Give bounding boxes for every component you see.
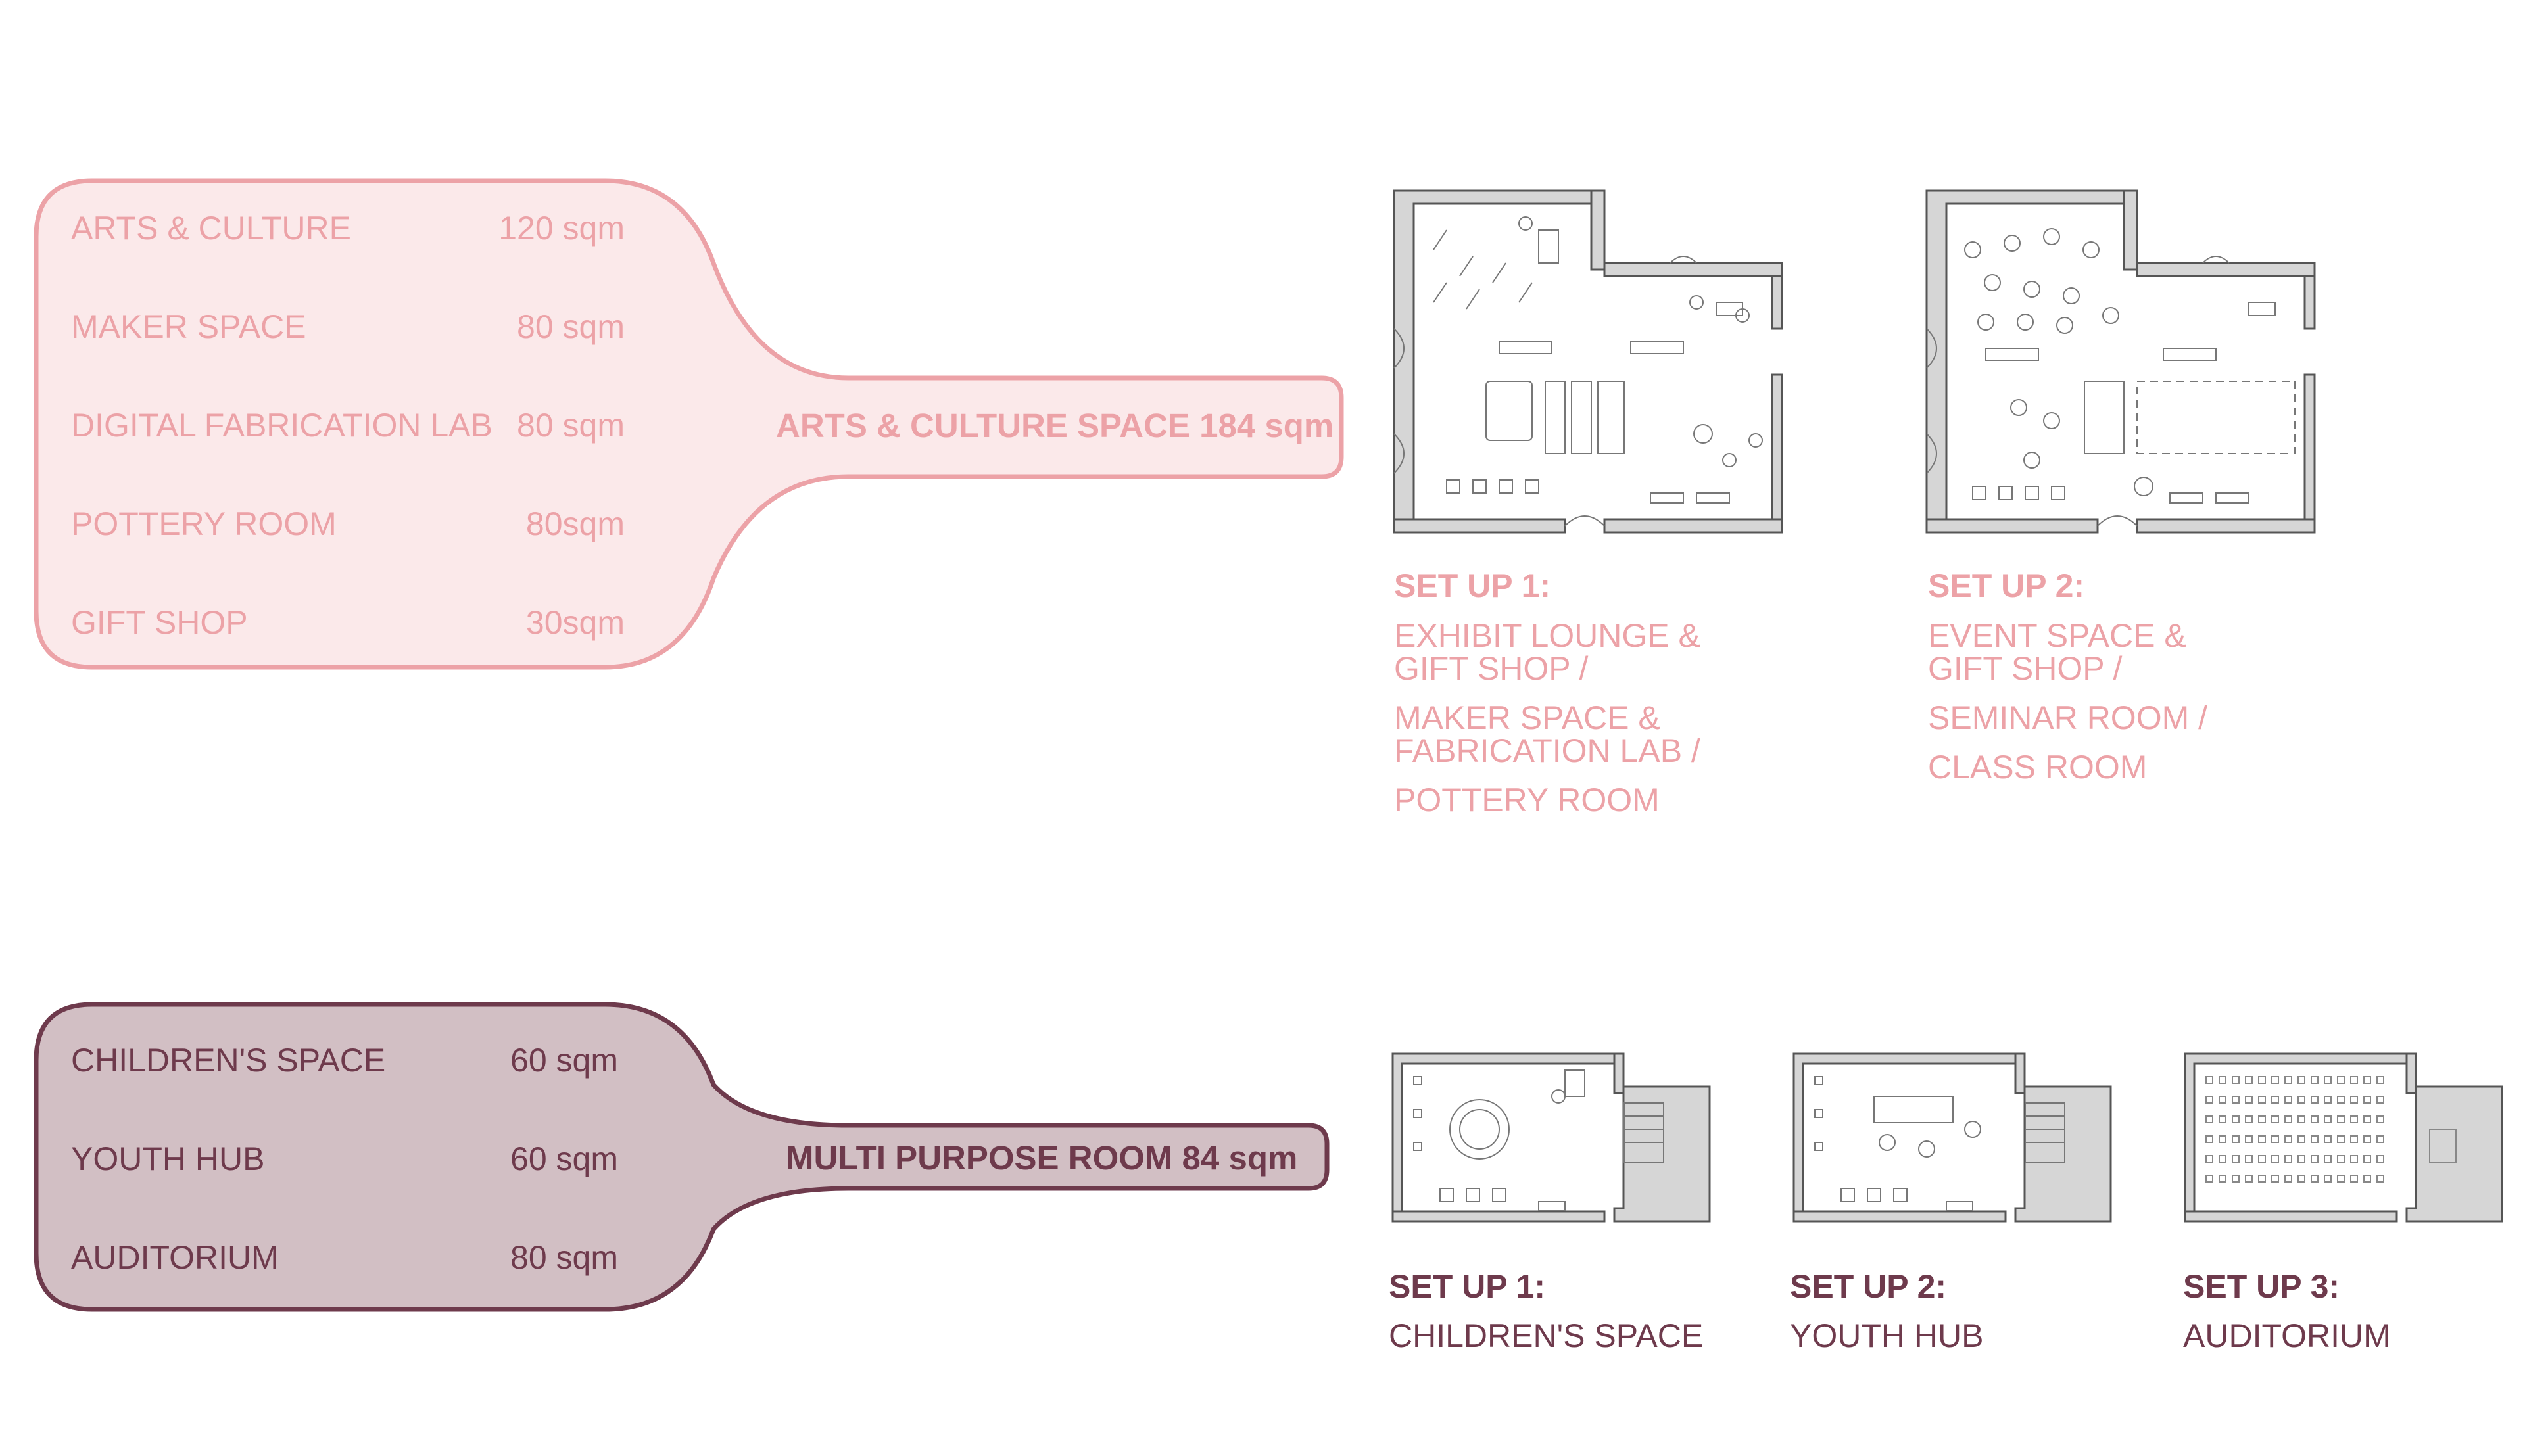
multi-setup-1-line-1: CHILDREN'S SPACE [1389, 1317, 1704, 1354]
multi-setup-3-line-1: AUDITORIUM [2183, 1317, 2391, 1354]
arts-setup-1-line-2: GIFT SHOP / [1394, 650, 1589, 687]
list-item-gift-shop: GIFT SHOP [71, 604, 248, 641]
multi-purpose-bottle-shape [34, 1002, 1330, 1312]
multi-setup-2-line-1: YOUTH HUB [1790, 1317, 1984, 1354]
list-item-digital-fabrication-lab: DIGITAL FABRICATION LAB [71, 407, 493, 444]
arts-setup-2-line-2: GIFT SHOP / [1928, 650, 2123, 687]
area-arts-culture: 120 sqm [498, 210, 625, 247]
list-item-arts-culture: ARTS & CULTURE [71, 210, 352, 247]
arts-setup-1-line-1: EXHIBIT LOUNGE & [1394, 617, 1700, 654]
floor-plan-multi-setup-3 [2184, 1052, 2503, 1223]
arts-setup-2-heading: SET UP 2: [1928, 567, 2085, 604]
list-item-pottery-room: POTTERY ROOM [71, 505, 337, 542]
arts-setup-2-line-4: CLASS ROOM [1928, 749, 2148, 786]
area-gift-shop: 30sqm [525, 604, 625, 641]
area-pottery-room: 80sqm [525, 505, 625, 542]
arts-setup-1-line-4: FABRICATION LAB / [1394, 732, 1700, 769]
arts-culture-total-label: ARTS & CULTURE SPACE 184 sqm [776, 407, 1334, 444]
arts-setup-1-heading: SET UP 1: [1394, 567, 1551, 604]
area-youth-hub: 60 sqm [510, 1140, 618, 1177]
arts-culture-bottle-shape [34, 178, 1344, 670]
floor-plan-multi-setup-1 [1391, 1052, 1711, 1223]
arts-setup-1-line-5: POTTERY ROOM [1394, 782, 1660, 818]
list-item-childrens-space: CHILDREN'S SPACE [71, 1042, 386, 1079]
arts-setup-1-line-3: MAKER SPACE & [1394, 699, 1660, 736]
list-item-youth-hub: YOUTH HUB [71, 1140, 265, 1177]
area-maker-space: 80 sqm [517, 308, 625, 345]
arts-setup-2-line-1: EVENT SPACE & [1928, 617, 2186, 654]
area-auditorium: 80 sqm [510, 1239, 618, 1276]
multi-setup-2-heading: SET UP 2: [1790, 1268, 1947, 1305]
area-digital-fabrication-lab: 80 sqm [517, 407, 625, 444]
floor-plan-arts-setup-2 [1925, 189, 2316, 534]
multi-setup-1-heading: SET UP 1: [1389, 1268, 1546, 1305]
list-item-auditorium: AUDITORIUM [71, 1239, 279, 1276]
multi-purpose-total-label: MULTI PURPOSE ROOM 84 sqm [786, 1139, 1298, 1177]
auditorium-seating [2205, 1076, 2457, 1183]
multi-setup-3-heading: SET UP 3: [2183, 1268, 2340, 1305]
area-childrens-space: 60 sqm [510, 1042, 618, 1079]
arts-setup-2-line-3: SEMINAR ROOM / [1928, 699, 2208, 736]
floor-plan-arts-setup-1 [1393, 189, 1783, 534]
floor-plan-multi-setup-2 [1792, 1052, 2112, 1223]
list-item-maker-space: MAKER SPACE [71, 308, 306, 345]
